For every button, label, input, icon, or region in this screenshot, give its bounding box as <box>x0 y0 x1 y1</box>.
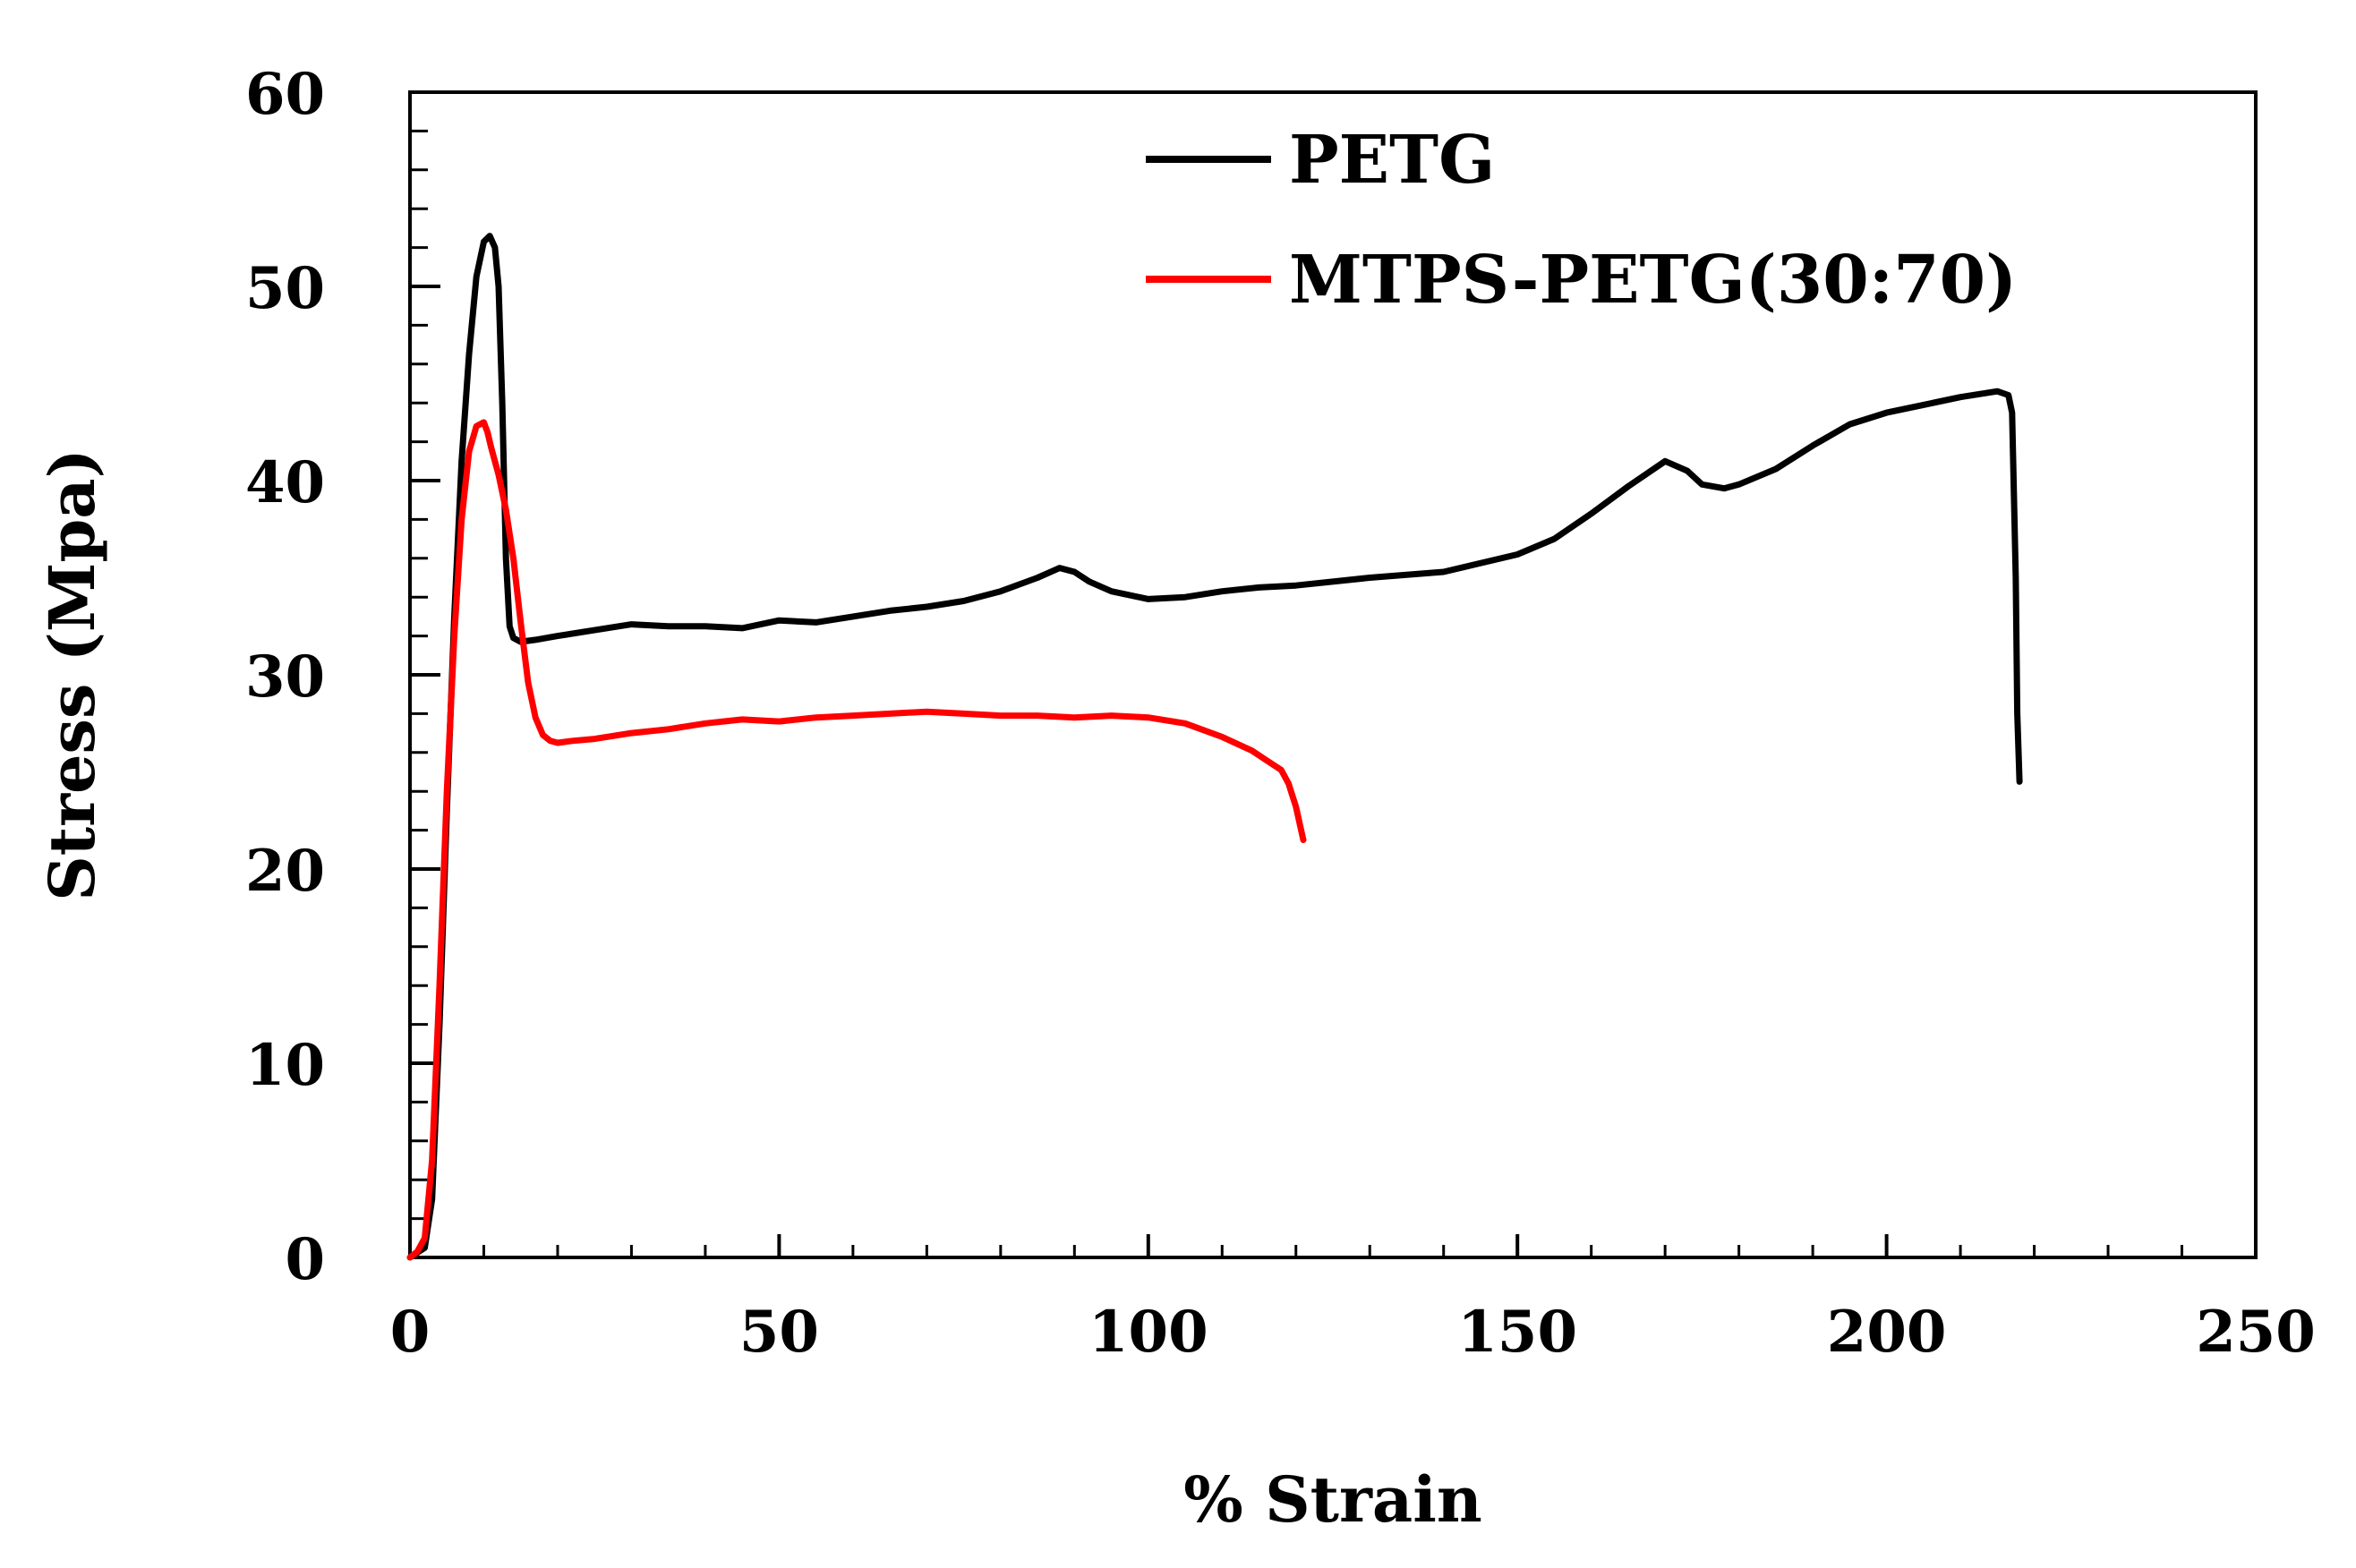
y-tick-labels: 0 10 20 30 40 50 60 <box>245 61 325 1293</box>
x-tick-label: 0 <box>390 1299 431 1366</box>
x-axis-title: % Strain <box>1183 1462 1482 1537</box>
y-tick-label: 0 <box>285 1226 325 1293</box>
major-ticks <box>408 90 2258 1259</box>
x-tick-labels: 0 50 100 150 200 250 <box>390 1299 2316 1366</box>
y-tick-label: 40 <box>245 449 325 516</box>
y-tick-label: 10 <box>245 1032 325 1099</box>
x-tick-label: 250 <box>2196 1299 2316 1366</box>
y-tick-label: 20 <box>245 838 325 905</box>
legend-label-petg: PETG <box>1289 122 1495 199</box>
x-tick-label: 200 <box>1827 1299 1947 1366</box>
minor-ticks <box>410 129 2184 1257</box>
x-tick-label: 150 <box>1457 1299 1577 1366</box>
y-tick-label: 30 <box>245 643 325 711</box>
x-tick-label: 50 <box>739 1299 819 1366</box>
y-tick-label: 60 <box>245 61 325 128</box>
y-tick-label: 50 <box>245 255 325 322</box>
series-line-mtps-petg-30-70 <box>406 419 1307 1261</box>
x-tick-label: 100 <box>1088 1299 1208 1366</box>
legend: PETG MTPS-PETG(30:70) <box>1146 122 2017 319</box>
y-axis-title: Stress (Mpa) <box>35 448 109 901</box>
series-lines <box>406 233 2023 1261</box>
series-line-petg <box>406 233 2023 1261</box>
legend-label-mtps-petg: MTPS-PETG(30:70) <box>1289 242 2017 319</box>
